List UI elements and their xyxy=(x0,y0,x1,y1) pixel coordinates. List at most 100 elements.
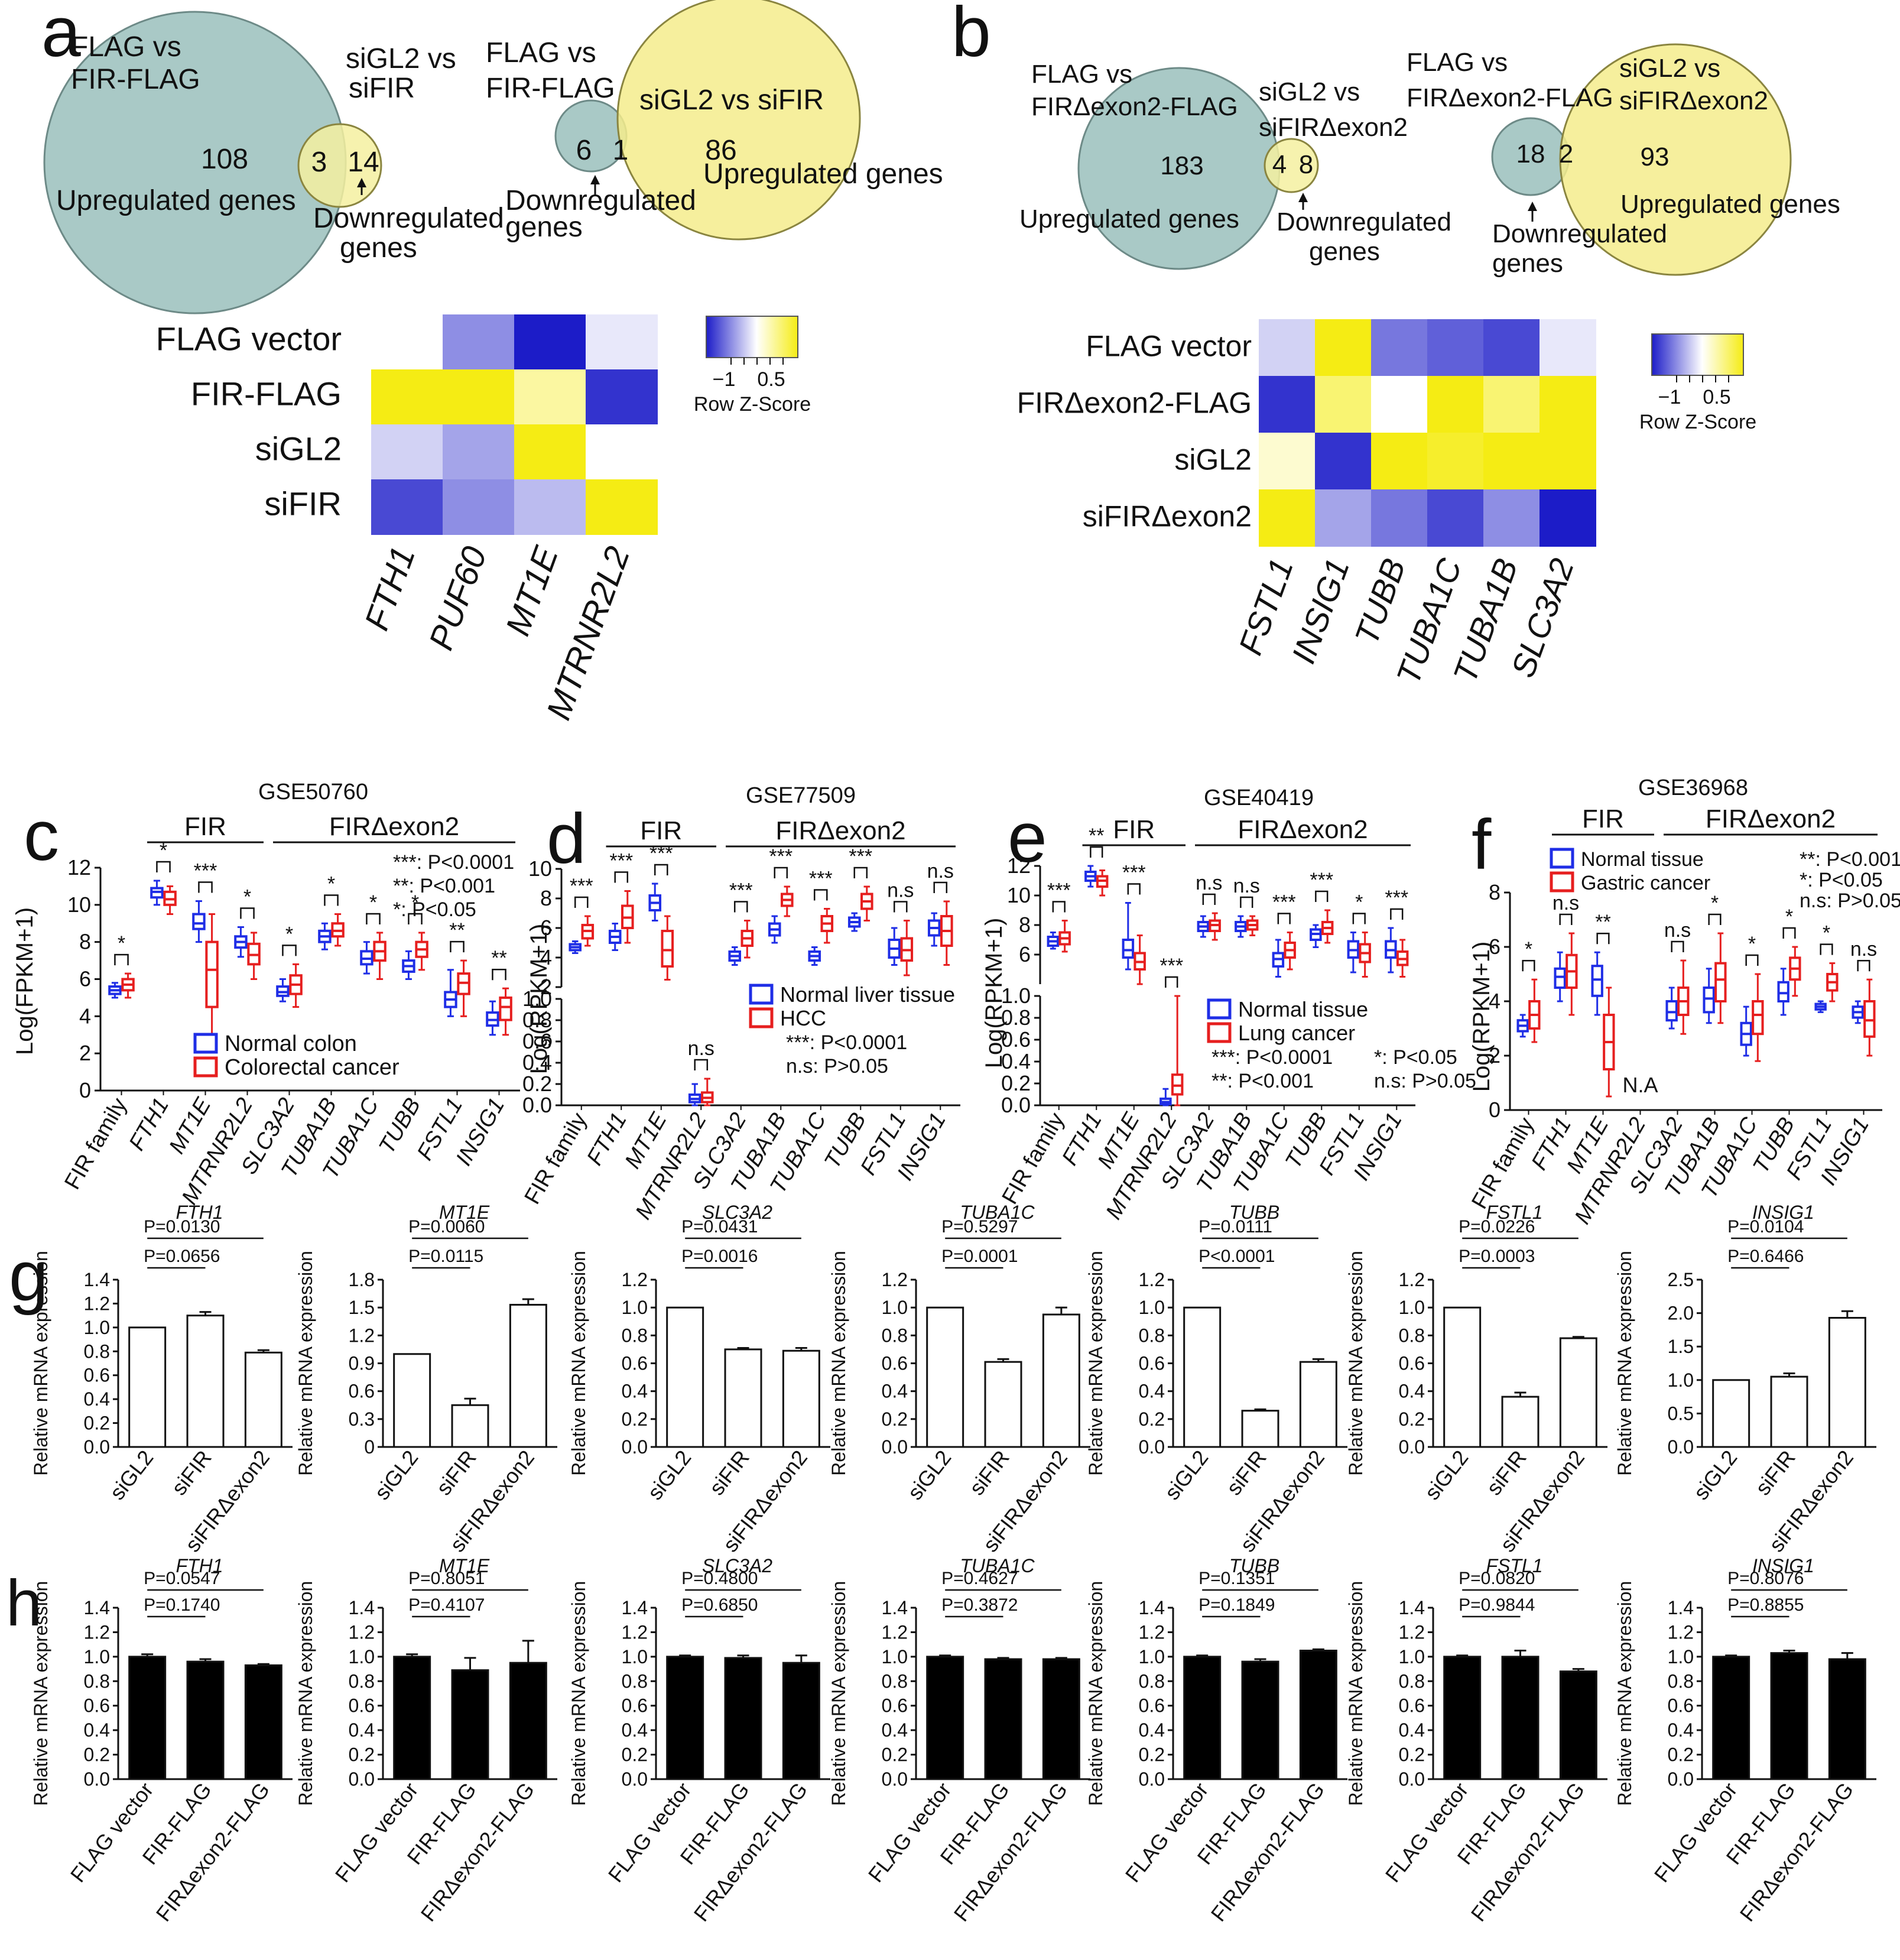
significance-label: *** xyxy=(1122,862,1146,884)
bar-gene-title: SLC3A2 xyxy=(702,1555,772,1576)
bar xyxy=(1501,1396,1540,1448)
venn-left-caption: Downregulated xyxy=(505,185,696,216)
bar xyxy=(1828,1658,1866,1780)
y-tick-label: 1.2 xyxy=(349,1621,375,1643)
significance-bracket xyxy=(1820,943,1833,955)
y-tick-label: 1.2 xyxy=(84,1621,110,1643)
panel-label-b: b xyxy=(951,0,991,72)
significance-bracket xyxy=(893,901,908,913)
panel-label-a: a xyxy=(41,0,81,72)
heatmap-cell xyxy=(1540,376,1596,433)
y-tick-label: 0.0 xyxy=(84,1768,110,1790)
y-tick-label: 0.6 xyxy=(1139,1695,1165,1716)
p-value-label: P<0.0001 xyxy=(1199,1247,1275,1266)
x-category-label: FLAG vector xyxy=(66,1778,158,1887)
y-tick-label: 1.4 xyxy=(349,1597,375,1618)
y-tick-label: 1.5 xyxy=(1668,1336,1694,1357)
bar xyxy=(984,1361,1022,1448)
bar xyxy=(724,1348,762,1448)
heatmap-cell xyxy=(443,314,515,370)
heatmap-cell xyxy=(1427,376,1484,433)
venn-right-label: siFIRΔexon2 xyxy=(1619,86,1768,115)
y-tick-label: 2 xyxy=(79,1041,91,1065)
significance-bracket xyxy=(114,953,129,966)
venn-left-caption: Upregulated genes xyxy=(1019,205,1239,233)
y-tick-label: 0.0 xyxy=(1668,1768,1694,1790)
significance-label: * xyxy=(1823,922,1830,945)
venn-left-count: 108 xyxy=(201,144,248,175)
legend-label: Colorectal cancer xyxy=(225,1055,400,1080)
legend-swatch xyxy=(749,1007,774,1028)
significance-bracket xyxy=(1522,959,1535,972)
boxplot-panel-c: GSE50760 FIR FIRΔexon2 0 2 4 6 8 10 12 Log(FPKM+1)… xyxy=(12,780,520,1209)
heatmap-column-label: MT1E xyxy=(498,541,566,641)
significance-bracket xyxy=(1559,913,1573,925)
significance-label: * xyxy=(1711,892,1719,914)
box-plots: GSE50760 FIR FIRΔexon2 0 2 4 6 8 10 12 Log(FPKM+1)… xyxy=(12,775,1900,1228)
y-tick-label: 0.6 xyxy=(1001,1027,1031,1052)
y-tick-label: 6 xyxy=(79,967,91,991)
heatmap-row-label: siFIRΔexon2 xyxy=(1083,499,1252,533)
venn-right-circle xyxy=(616,0,861,241)
stats-legend-entry: n.s: P>0.05 xyxy=(1374,1070,1476,1092)
bar xyxy=(186,1660,225,1780)
heatmap-cell xyxy=(1259,489,1316,547)
bar-gene-title: FTH1 xyxy=(176,1555,223,1576)
y-tick-label: 1.2 xyxy=(882,1621,908,1643)
heatmap-cell xyxy=(586,479,658,535)
significance-bracket xyxy=(1315,890,1329,902)
y-tick-label: 0.8 xyxy=(84,1341,110,1362)
y-tick-label: 8 xyxy=(1019,913,1031,937)
bar xyxy=(1241,1410,1279,1448)
y-tick-label: 2 xyxy=(1489,1043,1500,1067)
legend-swatch xyxy=(1207,1022,1232,1043)
barplot-h-FSTL1: 0.00.2 0.4 0.6 0.8 1.0 1.2 1.4 Relative mRNA ex… xyxy=(1345,1555,1607,1926)
venn-right-caption: Downregulated xyxy=(313,203,504,234)
y-tick-label: 0.2 xyxy=(622,1744,648,1766)
y-tick-label: 4 xyxy=(540,945,552,969)
x-category-label: siFIR xyxy=(431,1446,481,1500)
y-tick-label: 0.2 xyxy=(1399,1744,1425,1766)
venn-left-caption: genes xyxy=(505,212,583,243)
y-tick-label: 6 xyxy=(1489,934,1500,959)
legend-label: Gastric cancer xyxy=(1581,872,1710,894)
box-normal xyxy=(1122,939,1135,959)
p-value-label: P=0.5297 xyxy=(941,1217,1018,1237)
significance-label: *** xyxy=(1310,869,1333,891)
venn-overlap-count: 2 xyxy=(1559,139,1573,168)
heatmap-column-label: TUBB xyxy=(1347,554,1412,650)
bar xyxy=(1299,1650,1337,1780)
venn-right-count: 86 xyxy=(705,135,736,166)
heatmap-cell xyxy=(1483,433,1540,490)
panel-label-e: e xyxy=(1008,798,1047,877)
bar-gene-title: INSIG1 xyxy=(1752,1202,1814,1223)
heatmap-cell xyxy=(514,369,586,425)
legend-swatch xyxy=(193,1056,218,1078)
bar xyxy=(393,1656,431,1780)
y-tick-label: 0.4 xyxy=(882,1719,908,1741)
bar xyxy=(782,1662,820,1780)
venn-overlap-count: 4 xyxy=(1272,150,1287,179)
heatmap-cell xyxy=(586,369,658,425)
significance-bracket xyxy=(694,1059,709,1070)
significance-label: *** xyxy=(570,875,593,897)
bar xyxy=(926,1306,964,1448)
y-axis-label: Relative mRNA expression xyxy=(1614,1251,1635,1476)
significance-label: ** xyxy=(491,947,506,969)
heatmap-cell xyxy=(1259,376,1316,433)
bar xyxy=(1241,1660,1279,1780)
group-bracket-label: FIRΔexon2 xyxy=(1238,815,1368,844)
group-bracket-label: FIR xyxy=(1113,815,1155,844)
legend-label: Normal liver tissue xyxy=(780,982,955,1007)
venn-right-label: siFIRΔexon2 xyxy=(1259,113,1408,142)
heatmap-cell xyxy=(1427,489,1484,547)
y-tick-label: 1.8 xyxy=(349,1269,375,1290)
significance-bracket xyxy=(450,940,465,953)
y-tick-label: 0.4 xyxy=(349,1719,375,1741)
group-bracket-label: FIRΔexon2 xyxy=(775,816,905,845)
heatmap-row-label: FIR-FLAG xyxy=(191,375,342,412)
bar xyxy=(1770,1375,1808,1448)
barplot-g-SLC3A2: 0.0 0.2 0.4 0.6 0.8 1.0 1.2 Relative mRNA expre… xyxy=(568,1202,830,1556)
bar xyxy=(1712,1656,1750,1780)
stats-legend-entry: ***: P<0.0001 xyxy=(393,851,514,874)
